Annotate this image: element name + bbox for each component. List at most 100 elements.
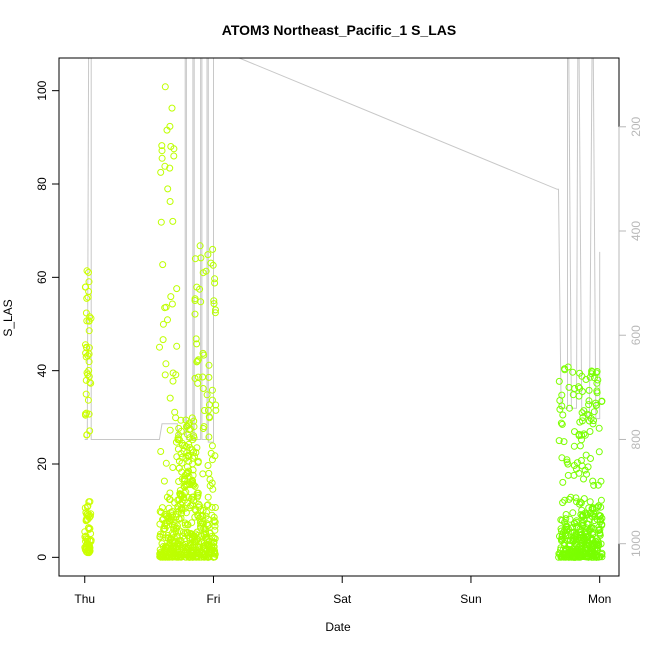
data-point [188, 414, 196, 422]
data-point [205, 361, 213, 369]
data-point [173, 342, 181, 350]
data-point [578, 417, 586, 425]
data-point [585, 386, 593, 394]
data-point [188, 519, 196, 527]
right-tick-label: 200 [629, 116, 643, 136]
data-point [86, 427, 94, 435]
data-point [579, 537, 587, 545]
data-point [193, 340, 201, 348]
data-point [158, 504, 166, 512]
data-point [170, 539, 178, 547]
data-point [163, 522, 171, 530]
data-point [592, 553, 600, 561]
data-point [190, 417, 198, 425]
data-point [185, 419, 193, 427]
data-point [210, 513, 218, 521]
plot-frame [58, 57, 620, 577]
data-point [563, 458, 571, 466]
data-point [203, 391, 211, 399]
x-tick-label: Sun [460, 592, 481, 606]
data-point [159, 320, 167, 328]
data-point [586, 498, 594, 506]
data-point [166, 426, 174, 434]
data-point [174, 537, 182, 545]
data-point [579, 511, 587, 519]
data-point [555, 377, 563, 385]
data-point [577, 457, 585, 464]
data-point [580, 475, 587, 483]
data-point [564, 471, 572, 479]
data-point [182, 509, 190, 517]
right-tick-label: 400 [629, 221, 643, 241]
data-point [579, 414, 587, 421]
data-point [596, 529, 604, 537]
data-point [193, 493, 201, 501]
data-point [85, 268, 92, 276]
data-point [589, 506, 597, 513]
data-point [598, 514, 606, 522]
data-point [199, 385, 207, 392]
data-point [572, 465, 580, 473]
data-point [156, 343, 163, 351]
data-point [162, 510, 170, 518]
data-point [180, 475, 188, 483]
data-point [161, 371, 169, 379]
data-point [159, 336, 167, 344]
data-point [588, 370, 596, 378]
data-point [208, 503, 216, 511]
data-point [184, 499, 192, 507]
data-point [211, 452, 219, 460]
data-point [197, 520, 205, 528]
data-point [193, 535, 201, 543]
data-point [578, 506, 586, 514]
data-point [162, 459, 170, 467]
data-point [206, 529, 214, 537]
data-point [81, 528, 89, 536]
data-point [194, 459, 202, 466]
data-point [561, 545, 569, 553]
data-point [183, 520, 191, 528]
data-point [595, 424, 603, 432]
data-point [176, 553, 184, 561]
data-point [199, 269, 207, 277]
data-point [82, 532, 90, 540]
data-point [188, 477, 196, 485]
data-point [590, 510, 598, 518]
data-point [194, 544, 202, 551]
data-point [557, 419, 565, 427]
data-point [85, 317, 93, 325]
data-point [210, 538, 218, 546]
data-point [582, 451, 590, 459]
y-tick-label: 20 [35, 457, 49, 471]
data-point [211, 518, 219, 526]
data-point [588, 505, 596, 513]
data-point [161, 83, 169, 91]
data-point [191, 310, 199, 318]
data-point [590, 408, 598, 416]
data-point [194, 511, 202, 519]
data-point [559, 411, 567, 419]
data-point [569, 391, 577, 399]
data-point [585, 397, 593, 405]
right-tick-label: 800 [629, 429, 643, 449]
data-point [199, 520, 207, 528]
data-point [160, 477, 168, 485]
data-point [570, 442, 578, 450]
data-point [202, 533, 210, 541]
data-point [579, 521, 587, 529]
data-point [82, 390, 90, 398]
data-point [85, 327, 93, 335]
data-point [561, 496, 569, 504]
data-point [85, 514, 93, 522]
data-point [190, 448, 197, 456]
data-point [590, 417, 597, 425]
data-point [161, 162, 169, 170]
data-point [164, 185, 172, 193]
x-axis: Thu Fri Sat Sun Mon [74, 576, 611, 606]
data-point [189, 466, 197, 474]
data-point [157, 168, 165, 176]
data-point [566, 515, 574, 523]
data-point [569, 368, 577, 376]
data-point [580, 540, 588, 548]
data-point [208, 386, 216, 394]
